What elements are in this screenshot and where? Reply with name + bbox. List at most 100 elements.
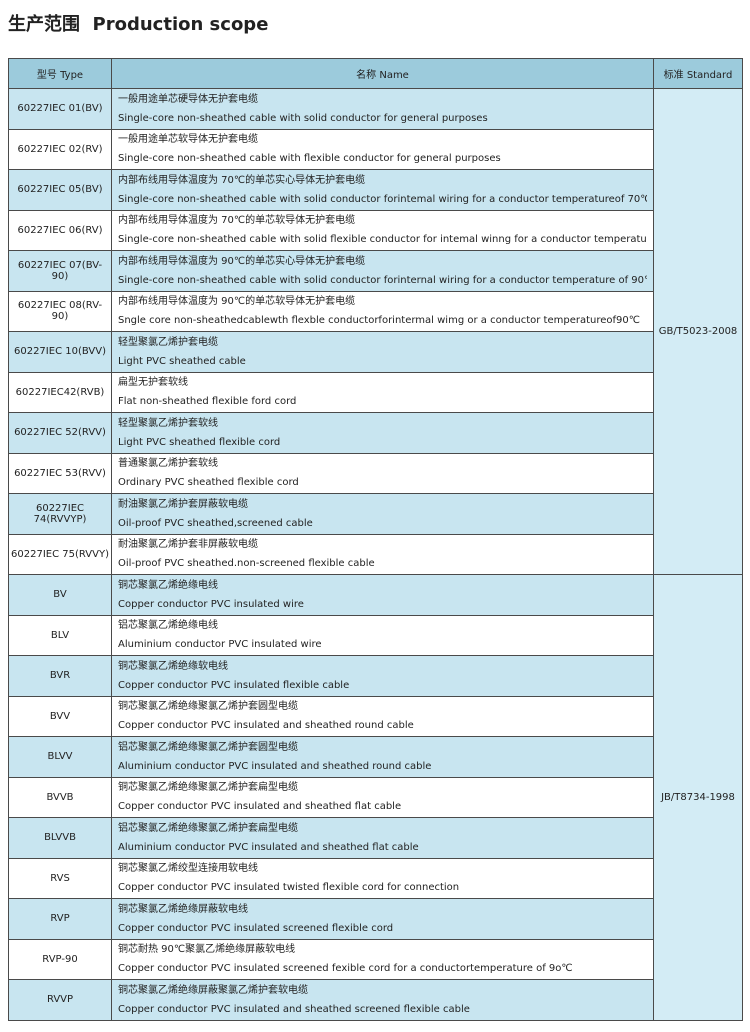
standard-cell: JB/T8734-1998 xyxy=(653,574,743,1021)
name-en: Copper conductor PVC insulated flexible … xyxy=(118,679,350,691)
type-cell: 60227IEC 75(RVVY) xyxy=(8,533,112,575)
type-cell: 60227IEC 07(BV-90) xyxy=(8,250,112,292)
name-en: Copper conductor PVC insulated screened … xyxy=(118,922,394,934)
name-en: Copper conductor PVC insulated and sheat… xyxy=(118,801,402,813)
type-cell: BV xyxy=(8,574,112,616)
table-row: 60227IEC 02(RV) 一般用途单芯软导体无护套电缆 Single-core… xyxy=(8,128,743,170)
table-row: 60227IEC 52(RVV) 轻型聚氯乙烯护套软线 Light PVC shea… xyxy=(8,412,743,454)
name-cell: 内部布线用导体温度为 90℃的单芯软导体无护套电缆 Sngle core non-… xyxy=(111,290,654,332)
name-en: Single-core non-sheathed cable with soli… xyxy=(118,234,647,246)
column-header: 标准 Standard xyxy=(653,58,743,89)
type-cell: RVP-90 xyxy=(8,938,112,980)
name-zh: 一般用途单芯软导体无护套电缆 xyxy=(118,134,258,146)
name-cell: 铜芯耐热 90℃聚氯乙烯绝缘屏蔽软电线 Copper conductor PVC … xyxy=(111,938,654,980)
name-zh: 内部布线用导体温度为 90℃的单芯软导体无护套电缆 xyxy=(118,296,356,308)
name-zh: 铜芯耐热 90℃聚氯乙烯绝缘屏蔽软电线 xyxy=(118,944,296,956)
name-en: Light PVC sheathed flexible cord xyxy=(118,436,281,448)
type-cell: BVR xyxy=(8,655,112,697)
name-cell: 铝芯聚氯乙烯绝缘聚氯乙烯护套圆型电缆 Aluminium conductor PV… xyxy=(111,736,654,778)
name-cell: 铜芯聚氯乙烯绝缘屏蔽聚氯乙烯护套软电缆 Copper conductor PVC … xyxy=(111,979,654,1021)
table-row: 60227IEC 01(BV) 一般用途单芯硬导体无护套电缆 Single-core… xyxy=(8,88,743,575)
table-row: 60227IEC 08(RV-90) 内部布线用导体温度为 90℃的单芯软导体无护… xyxy=(8,290,743,332)
name-zh: 铜芯聚氯乙烯绝缘聚氯乙烯护套圆型电缆 xyxy=(118,701,298,713)
name-zh: 铜芯聚氯乙烯绝缘屏蔽聚氯乙烯护套软电缆 xyxy=(118,984,308,996)
name-zh: 铝芯聚氯乙烯绝缘聚氯乙烯护套圆型电缆 xyxy=(118,741,298,753)
name-zh: 轻型聚氯乙烯护套软线 xyxy=(118,417,218,429)
name-zh: 普通聚氯乙烯护套软线 xyxy=(118,458,218,470)
column-header: 名称 Name xyxy=(111,58,654,89)
name-cell: 铝芯聚氯乙烯绝缘聚氯乙烯护套扁型电缆 Aluminium conductor PV… xyxy=(111,817,654,859)
standard-cell: GB/T5023-2008 xyxy=(653,88,743,575)
name-en: Copper conductor PVC insulated and sheat… xyxy=(118,720,414,732)
table-row: 60227IEC 10(BVV) 轻型聚氯乙烯护套电缆 Light PVC shea… xyxy=(8,331,743,373)
table-row: BV 铜芯聚氯乙烯绝缘电线 Copper conductor PVC insulat… xyxy=(8,574,743,1021)
table-row: BVV 铜芯聚氯乙烯绝缘聚氯乙烯护套圆型电缆 Copper conductor PV… xyxy=(8,695,743,737)
table-row: 60227IEC 06(RV) 内部布线用导体温度为 70℃的单芯软导体无护套电缆… xyxy=(8,209,743,251)
type-cell: BLVVB xyxy=(8,817,112,859)
type-cell: 60227IEC 06(RV) xyxy=(8,209,112,251)
name-zh: 铜芯聚氯乙烯绝缘聚氯乙烯护套扁型电缆 xyxy=(118,782,298,794)
name-zh: 一般用途单芯硬导体无护套电缆 xyxy=(118,93,258,105)
name-en: Single-core non-sheathed cable with soli… xyxy=(118,193,647,205)
table-row: 60227IEC 53(RVV) 普通聚氯乙烯护套软线 Ordinary PVC s… xyxy=(8,452,743,494)
table-row: RVP 铜芯聚氯乙烯绝缘屏蔽软电线 Copper conductor PVC ins… xyxy=(8,898,743,940)
name-cell: 内部布线用导体温度为 90℃的单芯实心导体无护套电缆 Single-core no… xyxy=(111,250,654,292)
table-row: BVR 铜芯聚氯乙烯绝缘软电线 Copper conductor PVC insul… xyxy=(8,655,743,697)
page-title: 生产范围 Production scope xyxy=(8,14,269,35)
name-zh: 铜芯聚氯乙烯绝缘软电线 xyxy=(118,660,228,672)
name-en: Light PVC sheathed cable xyxy=(118,355,246,367)
type-cell: 60227IEC 74(RVVYP) xyxy=(8,493,112,535)
name-zh: 铝芯聚氯乙烯绝缘电线 xyxy=(118,620,218,632)
type-cell: 60227IEC 05(BV) xyxy=(8,169,112,211)
type-cell: BVV xyxy=(8,695,112,737)
table-row: BLVVB 铝芯聚氯乙烯绝缘聚氯乙烯护套扁型电缆 Aluminium conduct… xyxy=(8,817,743,859)
name-cell: 铜芯聚氯乙烯绝缘软电线 Copper conductor PVC insulate… xyxy=(111,655,654,697)
name-zh: 轻型聚氯乙烯护套电缆 xyxy=(118,336,218,348)
name-zh: 内部布线用导体温度为 70℃的单芯软导体无护套电缆 xyxy=(118,215,356,227)
type-cell: 60227IEC 08(RV-90) xyxy=(8,290,112,332)
name-zh: 内部布线用导体温度为 90℃的单芯实心导体无护套电缆 xyxy=(118,255,366,267)
table-row: 60227IEC 74(RVVYP) 耐油聚氯乙烯护套屏蔽软电缆 Oil-proof… xyxy=(8,493,743,535)
name-cell: 轻型聚氯乙烯护套软线 Light PVC sheathed flexible co… xyxy=(111,412,654,454)
name-zh: 铜芯聚氯乙烯绝缘电线 xyxy=(118,579,218,591)
name-cell: 轻型聚氯乙烯护套电缆 Light PVC sheathed cable xyxy=(111,331,654,373)
table-row: 60227IEC 75(RVVY) 耐油聚氯乙烯护套非屏蔽软电缆 Oil-proof… xyxy=(8,533,743,575)
type-cell: 60227IEC 01(BV) xyxy=(8,88,112,130)
type-cell: 60227IEC 53(RVV) xyxy=(8,452,112,494)
name-cell: 一般用途单芯硬导体无护套电缆 Single-core non-sheathed c… xyxy=(111,88,654,130)
table-row: 60227IEC 07(BV-90) 内部布线用导体温度为 90℃的单芯实心导体无… xyxy=(8,250,743,292)
name-zh: 内部布线用导体温度为 70℃的单芯实心导体无护套电缆 xyxy=(118,174,366,186)
name-zh: 铜芯聚氯乙烯绞型连接用软电线 xyxy=(118,863,258,875)
name-zh: 铜芯聚氯乙烯绝缘屏蔽软电线 xyxy=(118,903,248,915)
name-cell: 铜芯聚氯乙烯绝缘电线 Copper conductor PVC insulated… xyxy=(111,574,654,616)
name-cell: 普通聚氯乙烯护套软线 Ordinary PVC sheathed flexible… xyxy=(111,452,654,494)
name-cell: 铜芯聚氯乙烯绞型连接用软电线 Copper conductor PVC insul… xyxy=(111,857,654,899)
name-cell: 铝芯聚氯乙烯绝缘电线 Aluminium conductor PVC insula… xyxy=(111,614,654,656)
name-en: Copper conductor PVC insulated twisted f… xyxy=(118,882,460,894)
name-en: Single-core non-sheathed cable with soli… xyxy=(118,274,647,286)
name-en: Copper conductor PVC insulated wire xyxy=(118,598,304,610)
name-en: Sngle core non-sheathedcablewth flexble … xyxy=(118,315,640,327)
header-row: 型号 Type 名称 Name 标准 Standard xyxy=(8,58,743,89)
type-cell: RVS xyxy=(8,857,112,899)
name-en: Oil-proof PVC sheathed.non-screened flex… xyxy=(118,558,375,570)
name-en: Aluminium conductor PVC insulated and sh… xyxy=(118,760,432,772)
type-cell: 60227IEC 52(RVV) xyxy=(8,412,112,454)
name-zh: 耐油聚氯乙烯护套屏蔽软电缆 xyxy=(118,498,248,510)
name-zh: 耐油聚氯乙烯护套非屏蔽软电缆 xyxy=(118,539,258,551)
name-cell: 耐油聚氯乙烯护套屏蔽软电缆 Oil-proof PVC sheathed,scre… xyxy=(111,493,654,535)
scope-table: 型号 Type 名称 Name 标准 Standard 60227IEC 01(… xyxy=(8,58,743,1021)
name-en: Aluminium conductor PVC insulated wire xyxy=(118,639,322,651)
table-body: 60227IEC 01(BV) 一般用途单芯硬导体无护套电缆 Single-core… xyxy=(8,88,743,1021)
type-cell: 60227IEC 02(RV) xyxy=(8,128,112,170)
name-zh: 铝芯聚氯乙烯绝缘聚氯乙烯护套扁型电缆 xyxy=(118,822,298,834)
table-row: RVP-90 铜芯耐热 90℃聚氯乙烯绝缘屏蔽软电线 Copper conducto… xyxy=(8,938,743,980)
name-en: Single-core non-sheathed cable with flex… xyxy=(118,153,501,165)
name-cell: 铜芯聚氯乙烯绝缘屏蔽软电线 Copper conductor PVC insula… xyxy=(111,898,654,940)
name-cell: 扁型无护套软线 Flat non-sheathed flexible ford c… xyxy=(111,371,654,413)
name-en: Copper conductor PVC insulated and sheat… xyxy=(118,1003,470,1015)
name-en: Single-core non-sheathed cable with soli… xyxy=(118,112,488,124)
name-en: Ordinary PVC sheathed flexible cord xyxy=(118,477,299,489)
name-en: Copper conductor PVC insulated screened … xyxy=(118,963,573,975)
